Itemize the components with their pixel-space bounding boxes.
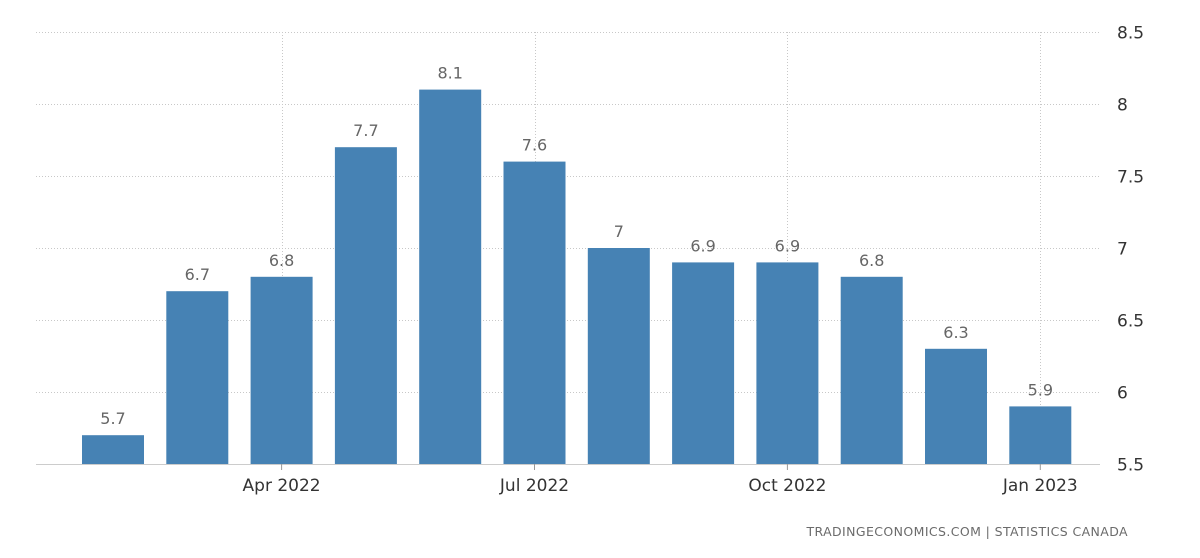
bar [587, 248, 650, 464]
bar-series [82, 89, 1072, 464]
bar [419, 89, 482, 464]
x-tick-label: Apr 2022 [243, 476, 321, 496]
data-label: 6.7 [185, 265, 210, 284]
data-label: 7.7 [353, 121, 378, 140]
data-label: 6.8 [859, 251, 884, 270]
x-tick-label: Oct 2022 [748, 476, 826, 496]
y-tick-label: 6 [1117, 384, 1128, 404]
y-tick-label: 6.5 [1117, 312, 1144, 332]
bar [82, 435, 144, 464]
data-label: 8.1 [437, 64, 462, 83]
bar [166, 291, 229, 464]
y-tick-label: 7 [1117, 240, 1128, 260]
data-label: 6.3 [943, 323, 968, 342]
y-tick-label: 7.5 [1117, 168, 1144, 188]
data-label: 6.9 [690, 236, 715, 255]
data-label: 7.6 [522, 136, 547, 155]
data-label: 6.9 [775, 236, 800, 255]
y-tick-label: 8 [1117, 96, 1128, 116]
x-tick-label: Jul 2022 [499, 476, 569, 496]
y-tick-label: 8.5 [1117, 24, 1144, 44]
y-tick-label: 5.5 [1117, 456, 1144, 476]
bar [756, 262, 819, 464]
x-tick-label: Jan 2023 [1002, 476, 1078, 496]
bar [503, 161, 566, 464]
data-label: 5.9 [1028, 380, 1053, 399]
y-axis: 5.5 6 6.5 7 7.5 8 8.5 [1117, 24, 1144, 476]
bar [1009, 406, 1072, 464]
bar [925, 348, 987, 464]
data-label: 6.8 [269, 251, 294, 270]
data-labels: 5.7 6.7 6.8 7.7 8.1 7.6 7 6.9 6.9 6.8 6.3 5.9 [100, 64, 1053, 429]
bar [250, 276, 313, 464]
data-label: 7 [614, 222, 624, 241]
bar [840, 276, 903, 464]
bar [334, 147, 397, 464]
data-label: 5.7 [100, 409, 125, 428]
source-credit: TRADINGECONOMICS.COM | STATISTICS CANADA [806, 524, 1128, 539]
x-axis: Apr 2022 Jul 2022 Oct 2022 Jan 2023 [36, 464, 1100, 496]
bar [672, 262, 735, 464]
